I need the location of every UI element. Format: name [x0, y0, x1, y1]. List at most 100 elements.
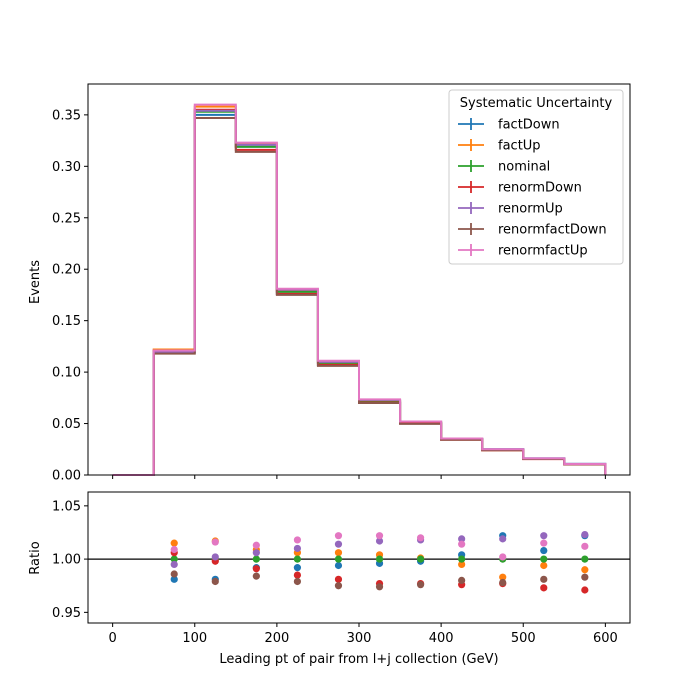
ratio-point-renormfactUp — [252, 541, 260, 549]
legend-label-factUp: factUp — [498, 139, 541, 154]
legend-item-renormfactUp: renormfactUp — [458, 244, 588, 259]
ratio-point-renormUp — [211, 553, 219, 561]
ratio-point-renormfactUp — [581, 542, 589, 550]
ratio-point-factDown — [293, 564, 302, 572]
main-y-tick-label: 0.00 — [52, 469, 81, 484]
main-y-tick-label: 0.35 — [52, 108, 81, 123]
main-x-ticks — [112, 475, 606, 479]
main-series-group — [112, 103, 607, 476]
ratio-point-renormUp — [581, 531, 589, 539]
ratio-point-renormDown — [293, 571, 302, 579]
legend-label-factDown: factDown — [498, 118, 560, 133]
legend-label-renormUp: renormUp — [498, 202, 563, 217]
ratio-point-renormUp — [540, 532, 548, 540]
x-axis-label: Leading pt of pair from l+j collection (… — [219, 652, 498, 667]
ratio-y-tick-label: 1.05 — [52, 499, 81, 514]
legend-item-renormfactDown: renormfactDown — [458, 223, 607, 238]
legend-label-renormfactUp: renormfactUp — [498, 244, 588, 259]
ratio-point-nominal — [170, 555, 178, 563]
ratio-point-factUp — [540, 561, 548, 570]
main-y-tick-label: 0.05 — [52, 417, 81, 432]
x-tick-label: 0 — [108, 631, 116, 646]
ratio-point-factDown — [540, 546, 548, 555]
ratio-point-renormfactUp — [416, 534, 425, 542]
legend-items: factDown factUp nominal renormDown renormUp r… — [458, 118, 607, 259]
main-axes-frame — [87, 83, 631, 476]
ratio-point-renormUp — [375, 537, 384, 545]
x-tick-label: 400 — [429, 631, 454, 646]
legend-item-renormDown: renormDown — [458, 181, 582, 196]
ratio-point-nominal — [293, 555, 302, 563]
legend-item-factDown: factDown — [458, 118, 560, 133]
main-y-axis-label: Events — [28, 260, 43, 304]
legend-label-renormfactDown: renormfactDown — [498, 223, 607, 238]
ratio-point-renormfactUp — [170, 545, 178, 554]
ratio-point-renormDown — [252, 565, 260, 573]
ratio-point-renormfactDown — [170, 570, 178, 578]
main-y-tick-label: 0.25 — [52, 211, 81, 226]
ratio-point-nominal — [416, 555, 425, 563]
main-histogram-panel: 0.000.050.100.150.200.250.300.35 Events … — [28, 83, 631, 484]
x-tick-label: 300 — [347, 631, 372, 646]
ratio-point-factUp — [170, 539, 178, 547]
ratio-point-nominal — [540, 555, 548, 563]
legend-item-factUp: factUp — [458, 139, 541, 154]
main-y-tick-label: 0.20 — [52, 263, 81, 278]
ratio-point-renormUp — [458, 535, 466, 543]
x-tick-label: 200 — [264, 631, 289, 646]
ratio-point-nominal — [581, 555, 589, 563]
ratio-point-renormUp — [499, 535, 507, 543]
ratio-point-renormUp — [334, 540, 343, 548]
legend-label-renormDown: renormDown — [498, 181, 582, 196]
ratio-point-nominal — [375, 555, 384, 563]
ratio-point-renormDown — [540, 584, 548, 592]
ratio-x-ticks: 0 100 200 300 400 500 600 — [108, 623, 618, 646]
ratio-point-renormfactUp — [334, 532, 343, 540]
legend-label-nominal: nominal — [498, 160, 550, 175]
ratio-point-renormfactDown — [375, 583, 384, 591]
ratio-point-renormfactDown — [211, 577, 219, 586]
ratio-point-nominal — [252, 555, 260, 563]
ratio-point-renormUp — [170, 560, 178, 569]
ratio-y-ticks: 0.95 1.00 1.05 — [52, 499, 88, 621]
ratio-point-factUp — [458, 560, 466, 569]
ratio-point-renormfactUp — [458, 540, 466, 548]
ratio-point-renormfactDown — [499, 578, 507, 587]
ratio-points-group — [170, 531, 589, 594]
ratio-point-renormfactDown — [581, 573, 589, 581]
ratio-point-renormfactDown — [458, 576, 466, 584]
ratio-point-renormUp — [252, 549, 260, 557]
ratio-point-renormfactDown — [293, 577, 302, 586]
ratio-point-renormDown — [581, 586, 589, 594]
ratio-point-factUp — [581, 566, 589, 574]
legend-box — [448, 89, 624, 265]
ratio-point-factUp — [334, 549, 343, 557]
ratio-axes-frame — [87, 491, 631, 624]
ratio-point-renormfactDown — [540, 575, 548, 583]
main-y-tick-label: 0.10 — [52, 366, 81, 381]
ratio-y-tick-label: 0.95 — [52, 606, 81, 621]
ratio-point-renormfactUp — [540, 539, 548, 547]
ratio-point-renormfactUp — [293, 536, 302, 544]
legend-item-renormUp: renormUp — [458, 202, 563, 217]
ratio-y-tick-label: 1.00 — [52, 553, 81, 568]
ratio-point-factDown — [170, 575, 178, 583]
x-tick-label: 500 — [511, 631, 536, 646]
main-y-tick-label: 0.15 — [52, 314, 81, 329]
legend-item-nominal: nominal — [458, 160, 550, 175]
ratio-point-nominal — [458, 555, 466, 563]
main-y-tick-label: 0.30 — [52, 160, 81, 175]
legend-title: Systematic Uncertainty — [460, 96, 613, 111]
ratio-point-renormfactUp — [211, 538, 219, 546]
ratio-point-renormDown — [334, 575, 343, 583]
legend: Systematic Uncertainty factDown factUp nom… — [448, 89, 624, 265]
ratio-point-factDown — [334, 561, 343, 570]
ratio-point-renormfactDown — [252, 572, 260, 580]
ratio-point-renormfactDown — [416, 581, 425, 589]
x-tick-label: 100 — [182, 631, 207, 646]
ratio-point-factUp — [499, 573, 507, 581]
main-y-ticks: 0.00 0.05 0.10 0.15 0.20 0.25 0.30 0.35 — [52, 108, 88, 484]
ratio-y-axis-label: Ratio — [28, 541, 43, 574]
ratio-point-renormfactUp — [499, 553, 507, 561]
